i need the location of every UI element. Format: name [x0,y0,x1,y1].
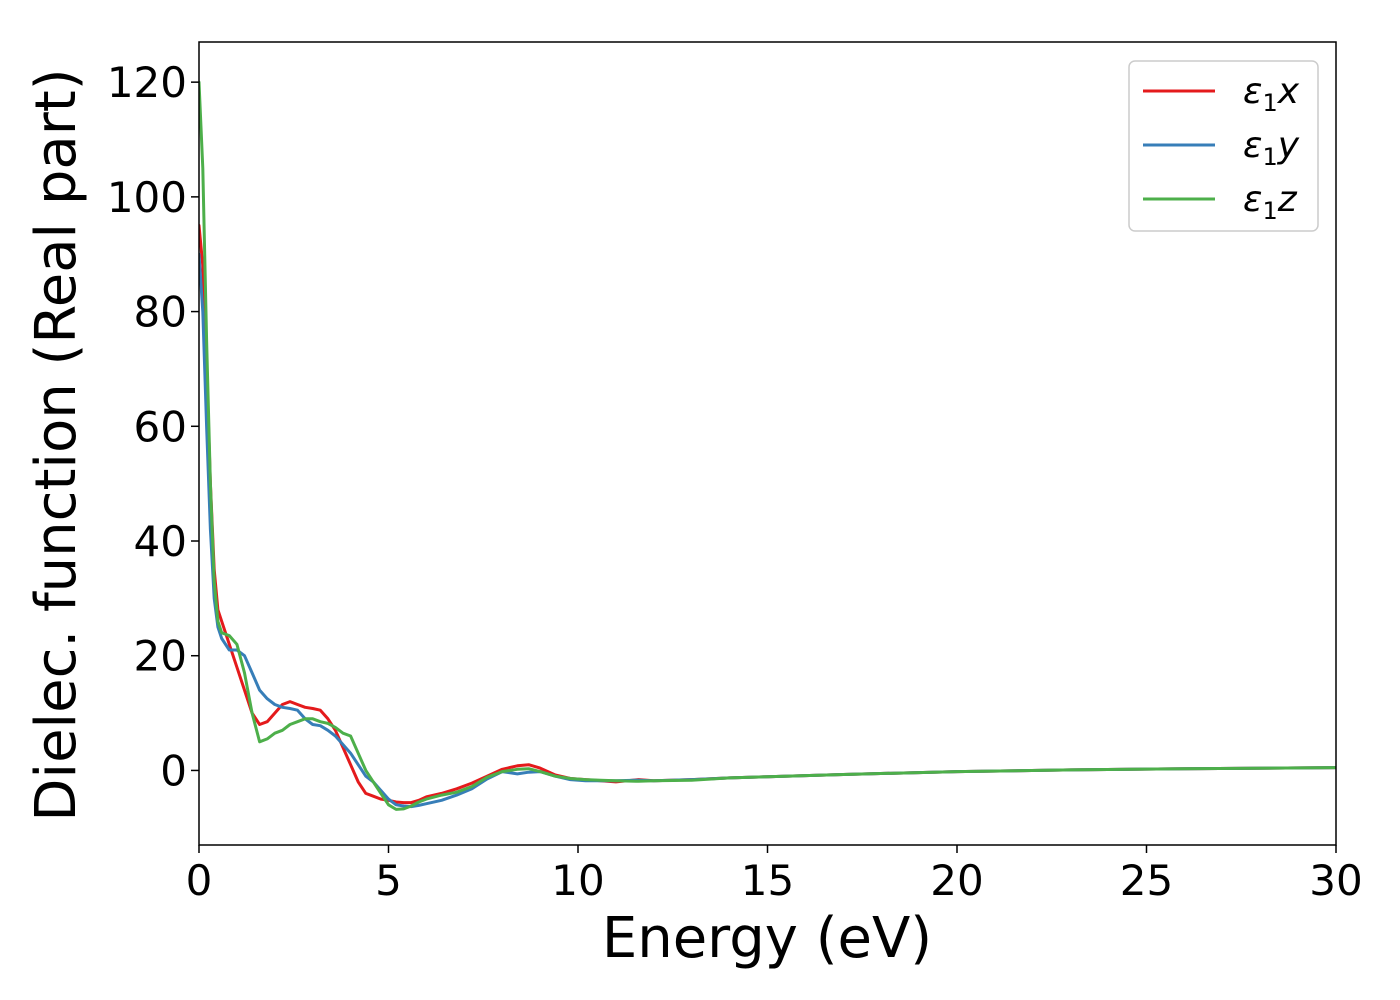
legend-entry-y: ε1y [1243,125,1300,171]
x-tick-label: 0 [186,856,213,905]
y-axis-label: Dielec. function (Real part) [24,68,89,821]
legend: ε1x ε1y ε1z [1128,60,1319,232]
x-axis: 0 5 10 15 20 25 30 [186,845,1363,905]
x-tick-label: 10 [551,856,604,905]
x-tick-label: 15 [741,856,794,905]
y-tick-label: 80 [134,288,187,337]
legend-entry-x: ε1x [1243,71,1300,117]
legend-box [1128,60,1319,232]
y-tick-label: 20 [134,632,187,681]
x-tick-label: 5 [375,856,402,905]
x-tick-label: 30 [1309,856,1362,905]
y-tick-label: 120 [107,58,187,107]
y-tick-label: 100 [107,173,187,222]
legend-entry-z: ε1z [1243,179,1298,225]
y-tick-label: 60 [134,402,187,451]
x-tick-label: 20 [930,856,983,905]
y-tick-label: 40 [134,517,187,566]
x-axis-label: Energy (eV) [602,906,932,971]
series-line-z [199,80,1336,811]
series-lines [199,80,1336,811]
y-tick-label: 0 [160,746,187,795]
y-axis: 0 20 40 60 80 100 120 [107,58,199,795]
x-tick-label: 25 [1120,856,1173,905]
